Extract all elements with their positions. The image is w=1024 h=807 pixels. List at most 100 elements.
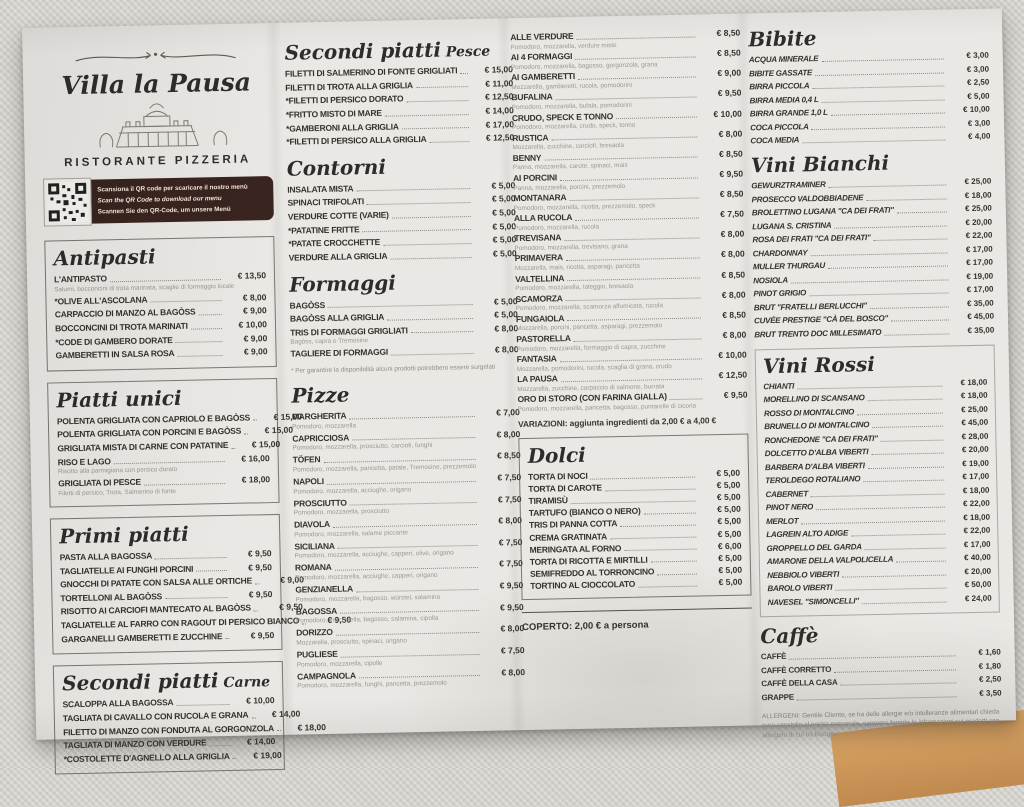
menu-item-line: RISOTTO AI CARCIOFI MANTECATO AL BAGÒSS €…: [61, 602, 303, 617]
menu-item-price: € 8,00: [720, 228, 745, 240]
menu-item: SCALOPPA ALLA BAGOSSA € 10,00: [62, 695, 274, 710]
section-title-suffix: Carne: [218, 674, 271, 692]
menu-item-line: BRUT TRENTO DOC MILLESIMATO € 35,00: [754, 325, 994, 340]
variazioni-note: VARIAZIONI: aggiunta ingredienti da 2,00…: [517, 415, 717, 429]
menu-item: INSALATA MISTA € 5,00: [287, 180, 515, 195]
dotted-leader: [231, 447, 236, 449]
menu-item-line: MULLER THURGAU € 17,00: [753, 258, 993, 273]
menu-item-line: NEBBIOLO VIBERTI € 20,00: [767, 566, 991, 580]
menu-item-line: *COSTOLETTE D'AGNELLO ALLA GRIGLIA € 19,0…: [64, 750, 282, 765]
menu-item-name: BUFALINA: [511, 91, 553, 103]
dotted-leader: [815, 72, 945, 76]
dotted-leader: [884, 332, 950, 336]
menu-item-price: € 5,00: [492, 247, 517, 259]
menu-item-price: € 22,00: [963, 525, 991, 536]
menu-item: GROPPELLO DEL GARDA € 17,00: [766, 539, 990, 553]
menu-item-name: CAFFÈ CORRETTO: [760, 664, 832, 675]
menu-item-price: € 24,00: [964, 593, 992, 603]
menu-item-line: BIRRA MEDIA 0,4 L € 5,00: [750, 91, 990, 106]
menu-item-price: € 9,50: [247, 547, 272, 559]
menu-item-name: BRUNELLO DI MONTALCINO: [764, 420, 870, 432]
menu-item: TEROLDEGO ROTALIANO € 17,00: [765, 472, 989, 486]
dotted-leader: [155, 556, 227, 559]
menu-item-name: CAFFÈ DELLA CASA: [761, 677, 838, 689]
menu-item-price: € 5,00: [494, 309, 518, 320]
menu-item-name: FILETTI DI TROTA ALLA GRIGLIA: [285, 79, 413, 93]
dotted-leader: [866, 197, 947, 201]
menu-item-name: BIRRA PICCOLA: [749, 81, 810, 92]
menu-item-price: € 8,00: [722, 329, 747, 340]
menu-item-line: BIBITE GASSATE € 3,00: [749, 64, 989, 79]
menu-item: *FILETTI DI PERSICO DORATO € 12,50: [285, 91, 513, 106]
menu-item-line: SPINACI TRIFOLATI € 5,00: [287, 194, 515, 209]
dotted-leader: [590, 476, 696, 480]
dotted-leader: [650, 560, 697, 563]
menu-item-name: *OLIVE ALL'ASCOLANA: [54, 294, 148, 307]
menu-item-price: € 12,50: [718, 369, 748, 381]
menu-item: LAGREIN ALTO ADIGE € 22,00: [766, 526, 990, 540]
menu-item-price: € 19,00: [966, 271, 994, 281]
dotted-leader: [821, 98, 945, 103]
menu-item-name: TARTUFO (BIANCO O NERO): [528, 505, 641, 519]
menu-item-line: CHARDONNAY € 17,00: [753, 244, 993, 259]
menu-item-price: € 28,00: [961, 431, 989, 441]
menu-item-price: € 18,00: [964, 190, 992, 200]
dotted-leader: [616, 116, 697, 120]
menu-item-name: ALLE VERDURE: [510, 30, 574, 43]
menu-item-name: RONCHEDONE "CA DEI FRATI": [764, 433, 878, 445]
menu-item-name: LUGANA S. CRISTINA: [752, 220, 832, 231]
menu-item-line: FILETTI DI TROTA ALLA GRIGLIA € 11,00: [285, 78, 513, 93]
menu-item: BIRRA MEDIA 0,4 L € 5,00: [750, 91, 990, 106]
dotted-leader: [276, 730, 281, 732]
menu-item-line: CAFFÈ DELLA CASA € 2,50: [761, 674, 1001, 689]
section-title: Piatti unici: [56, 385, 182, 413]
menu-item-name: BAGOSSA: [295, 605, 338, 617]
dotted-leader: [196, 570, 227, 572]
dotted-leader: [812, 85, 945, 90]
dotted-leader: [573, 337, 702, 342]
menu-item-name: BENNY: [512, 152, 542, 163]
dotted-leader: [429, 140, 470, 143]
menu-item: BROLETTINO LUGANA "CA DEI FRATI" € 25,00: [752, 204, 992, 219]
menu-item-line: VERDURE ALLA GRIGLIA € 5,00: [289, 248, 517, 263]
menu-item-line: *GAMBERONI ALLA GRIGLIA € 17,00: [286, 119, 514, 134]
menu-item-price: € 4,00: [968, 131, 991, 142]
menu-item-line: POLENTA GRIGLIATA CON PORCINI E BAGÒSS € …: [57, 425, 293, 440]
menu-item: BIRRA PICCOLA € 2,50: [749, 78, 989, 93]
dotted-leader: [863, 479, 945, 483]
dotted-leader: [165, 597, 228, 600]
menu-item-price: € 17,00: [963, 539, 991, 549]
menu-item: PASTORELLA € 8,00 Pomodoro, mozzarella, fo…: [516, 329, 746, 352]
menu-item: TAGLIATA DI CAVALLO CON RUCOLA E GRANA € …: [63, 708, 301, 724]
menu-item-price: € 45,00: [967, 311, 995, 322]
menu-item-price: € 9,00: [243, 332, 268, 344]
menu-item-name: VERDURE ALLA GRIGLIA: [288, 250, 388, 263]
dotted-leader: [559, 176, 699, 181]
dotted-leader: [328, 304, 473, 309]
section-title: Dolci: [527, 442, 586, 468]
menu-item-name: PRIMAVERA: [514, 252, 563, 264]
menu-item-line: VERDURE COTTE (VARIE) € 5,00: [288, 207, 516, 222]
menu-item-line: ROSA DEI FRATI "CA DEI FRATI" € 22,00: [752, 231, 992, 246]
menu-item-price: € 16,00: [241, 452, 270, 464]
menu-item: GRIGLIATA MISTA DI CARNE CON PATATINE € 1…: [57, 439, 280, 454]
dotted-leader: [896, 560, 946, 563]
menu-item-price: € 9,00: [717, 67, 742, 79]
menu-item-name: NAVESEL "SIMONCELLI": [767, 595, 859, 607]
menu-item-name: RISO E LAGO: [57, 455, 111, 467]
menu-item: ROSA DEI FRATI "CA DEI FRATI" € 22,00: [752, 231, 992, 246]
dotted-leader: [410, 331, 474, 334]
menu-item: CAMPAGNOLA € 8,00 Pomodoro, mozzarella, fu…: [297, 667, 525, 690]
dotted-leader: [326, 480, 477, 485]
menu-item-price: € 5,00: [491, 179, 516, 191]
menu-item-line: NOSIOLA € 19,00: [753, 271, 993, 286]
menu-item: FILETTI DI TROTA ALLA GRIGLIA € 11,00: [285, 78, 513, 93]
dotted-leader: [816, 506, 945, 511]
menu-item-price: € 8,00: [494, 344, 519, 355]
menu-item: BUFALINA € 9,50 Pomodoro, mozzarella, bufa…: [511, 88, 741, 111]
menu-item: ROMANA € 7,50 Pomodoro, mozzarella, acciug…: [295, 558, 523, 581]
dotted-leader: [797, 385, 943, 390]
section-title: Formaggi: [288, 270, 397, 297]
menu-item-name: RUSTICA: [512, 132, 549, 143]
restaurant-logo: Villa la Pausa RISTORANTE PIZZERIA: [40, 47, 274, 227]
